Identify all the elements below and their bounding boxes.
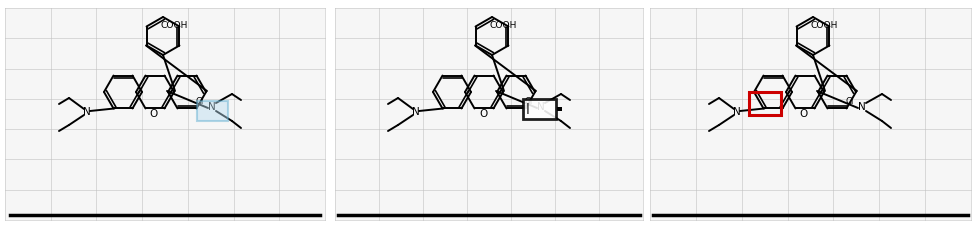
Bar — [5, 8, 325, 220]
Text: N: N — [83, 107, 91, 117]
Bar — [335, 8, 643, 220]
Text: N: N — [733, 107, 741, 117]
Bar — [523, 99, 556, 119]
Text: Cl: Cl — [525, 96, 533, 106]
Text: COOH: COOH — [160, 21, 188, 30]
Text: Cl: Cl — [196, 96, 204, 106]
Text: N: N — [858, 102, 866, 112]
Text: N: N — [208, 102, 216, 112]
Text: Cl: Cl — [846, 96, 854, 106]
Text: O: O — [150, 109, 158, 119]
Bar — [197, 101, 228, 121]
Bar — [749, 92, 781, 115]
Text: N: N — [537, 102, 545, 112]
Text: |: | — [526, 103, 530, 114]
Text: O: O — [479, 109, 487, 119]
Bar — [650, 8, 971, 220]
Text: O: O — [800, 109, 808, 119]
Text: N: N — [412, 107, 420, 117]
Text: COOH: COOH — [490, 21, 517, 30]
Bar — [557, 107, 562, 111]
Text: COOH: COOH — [810, 21, 838, 30]
